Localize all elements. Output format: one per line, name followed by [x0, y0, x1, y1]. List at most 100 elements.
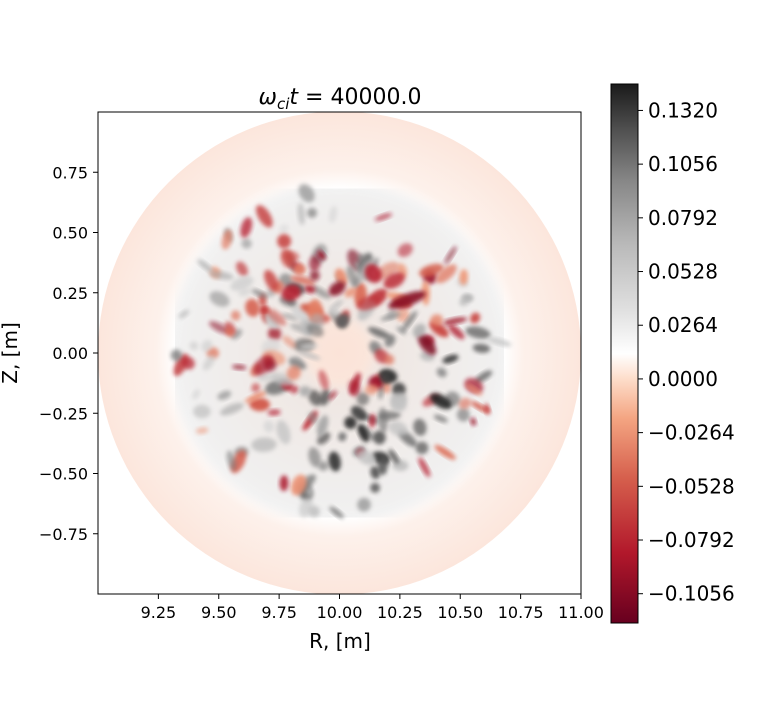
vortex-blob [456, 408, 470, 422]
vortex-blob [388, 420, 408, 437]
vortex-blob [276, 420, 291, 445]
vortex-blob [350, 372, 361, 395]
vortex-blob [464, 378, 484, 394]
vortex-blob [470, 401, 489, 413]
vortex-blob [470, 417, 477, 426]
vortex-blob [367, 327, 391, 339]
colorbar-tick-label: 0.0528 [648, 260, 718, 284]
vortex-blob [328, 390, 337, 400]
vortex-blob [178, 309, 190, 319]
vortex-blob [356, 449, 376, 466]
colorbar-tick-label: −0.0264 [648, 421, 735, 445]
turbulence-annulus [169, 182, 510, 524]
vortex-blob [266, 308, 287, 326]
x-axis: 9.25 9.50 9.75 10.00 10.25 10.50 10.75 11.00 [141, 594, 604, 622]
vortex-blob [356, 392, 370, 406]
vortex-blob [281, 284, 301, 302]
colorbar-tick-label: 0.1320 [648, 98, 718, 122]
y-axis: 0.75 0.50 0.25 0.00 −0.25 −0.50 −0.75 [39, 163, 98, 544]
vortex-blob [267, 409, 281, 416]
vortex-blob [475, 370, 493, 383]
vortex-blob [318, 461, 329, 471]
vortex-blob [436, 367, 447, 378]
colorbar-tick-label: −0.0528 [648, 474, 735, 498]
vortex-blob [329, 506, 344, 519]
vortex-blob [317, 250, 326, 261]
vortex-blob [487, 337, 512, 347]
vortex-blob [282, 335, 296, 348]
vortex-blob [255, 205, 273, 228]
vortex-blob [201, 339, 213, 352]
vortex-blob [434, 444, 456, 460]
vortex-blob [395, 308, 410, 323]
vortex-blob [357, 253, 367, 265]
vortex-blob [236, 261, 248, 277]
vortex-blob [307, 207, 317, 218]
y-tick-label: −0.50 [39, 465, 88, 484]
colorbar-tick-label: 0.0792 [648, 206, 718, 230]
vortex-blob [308, 411, 318, 424]
vortex-blob [484, 403, 491, 415]
vortex-blob [357, 497, 371, 512]
vortex-blob [279, 475, 289, 492]
x-tick-label: 9.75 [261, 603, 297, 622]
vortex-blob [472, 343, 491, 353]
vortex-blob [170, 349, 183, 362]
vortex-blob [369, 413, 376, 428]
vortex-blob [208, 321, 230, 334]
colorbar-ticks: 0.1320 0.1056 0.0792 0.0528 0.0264 0.0000 −0.0… [638, 98, 735, 606]
vortex-blob [370, 466, 381, 480]
x-tick-label: 10.50 [437, 603, 483, 622]
vortex-blob [308, 447, 321, 468]
vortex-blob [293, 263, 306, 276]
vortex-blob [306, 323, 324, 337]
vortex-blob [299, 497, 313, 518]
vortex-blob [444, 246, 457, 265]
y-tick-label: 0.75 [52, 163, 88, 182]
x-axis-label: R, [m] [309, 629, 371, 653]
vortex-blob [430, 393, 452, 410]
vortex-blob [220, 402, 244, 416]
x-tick-label: 10.75 [498, 603, 544, 622]
vortex-blob [372, 430, 386, 445]
plot-area [98, 112, 581, 594]
y-tick-label: −0.25 [39, 404, 88, 423]
vortex-blob [230, 310, 241, 321]
vortex-blob [356, 295, 380, 311]
vortex-blob [344, 287, 357, 298]
vortex-blob [379, 372, 390, 384]
vortex-blob [374, 213, 393, 221]
vortex-blob [380, 312, 401, 321]
vortex-blob [268, 327, 282, 341]
vortex-blob [299, 351, 321, 360]
vortex-blob [253, 354, 274, 376]
vortex-blob [417, 333, 437, 355]
vortex-blob [338, 432, 347, 442]
vortex-blob [230, 276, 254, 291]
vortex-blob [350, 405, 367, 421]
y-axis-label: Z, [m] [0, 322, 22, 384]
y-tick-label: 0.50 [52, 224, 88, 243]
vortex-blob [308, 389, 322, 406]
vortex-blob [245, 298, 260, 317]
vortex-blob [448, 324, 465, 340]
vortex-blob [263, 420, 274, 433]
vortex-blob [251, 383, 261, 393]
colorbar-tick-label: 0.0000 [648, 367, 718, 391]
vortex-blob [415, 441, 429, 455]
vortex-blob [401, 310, 418, 332]
vortex-blob [376, 261, 399, 280]
vortex-blob [311, 285, 331, 299]
vortex-blob [226, 450, 237, 471]
vortex-blob [181, 356, 195, 370]
vortex-blob [344, 416, 357, 429]
vortex-blob [388, 291, 427, 309]
vortex-blob [283, 251, 300, 262]
vortex-blob [329, 306, 341, 317]
x-tick-label: 9.50 [201, 603, 237, 622]
vortex-blob [299, 386, 311, 397]
x-tick-label: 9.25 [141, 603, 177, 622]
vortex-blob [412, 323, 426, 338]
vortex-blob [261, 338, 281, 355]
vortex-blob [336, 313, 350, 329]
